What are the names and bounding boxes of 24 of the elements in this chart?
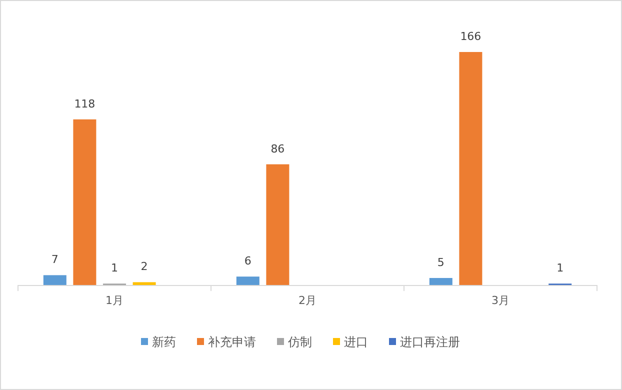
bar (429, 278, 452, 285)
legend-label: 补充申请 (208, 335, 256, 349)
bar (266, 164, 290, 285)
x-tick-label: 2月 (298, 294, 316, 307)
data-label: 1 (556, 262, 564, 275)
data-label: 7 (51, 253, 58, 266)
bar (43, 275, 66, 285)
x-tick-label: 1月 (106, 294, 124, 307)
data-label: 166 (460, 30, 482, 43)
legend-label: 新药 (152, 335, 176, 349)
bar (132, 282, 156, 285)
data-label: 6 (244, 254, 252, 268)
data-label: 5 (437, 256, 444, 269)
data-label: 86 (270, 142, 285, 156)
data-label: 118 (74, 97, 96, 110)
legend-label: 进口再注册 (400, 335, 460, 349)
x-tick-label: 3月 (492, 294, 510, 307)
data-label: 2 (140, 260, 148, 274)
bar (459, 52, 482, 285)
bar (236, 276, 260, 285)
data-label: 1 (111, 262, 118, 275)
legend-label: 进口 (344, 335, 368, 349)
bar (73, 119, 96, 285)
legend-label: 仿制 (287, 335, 312, 349)
